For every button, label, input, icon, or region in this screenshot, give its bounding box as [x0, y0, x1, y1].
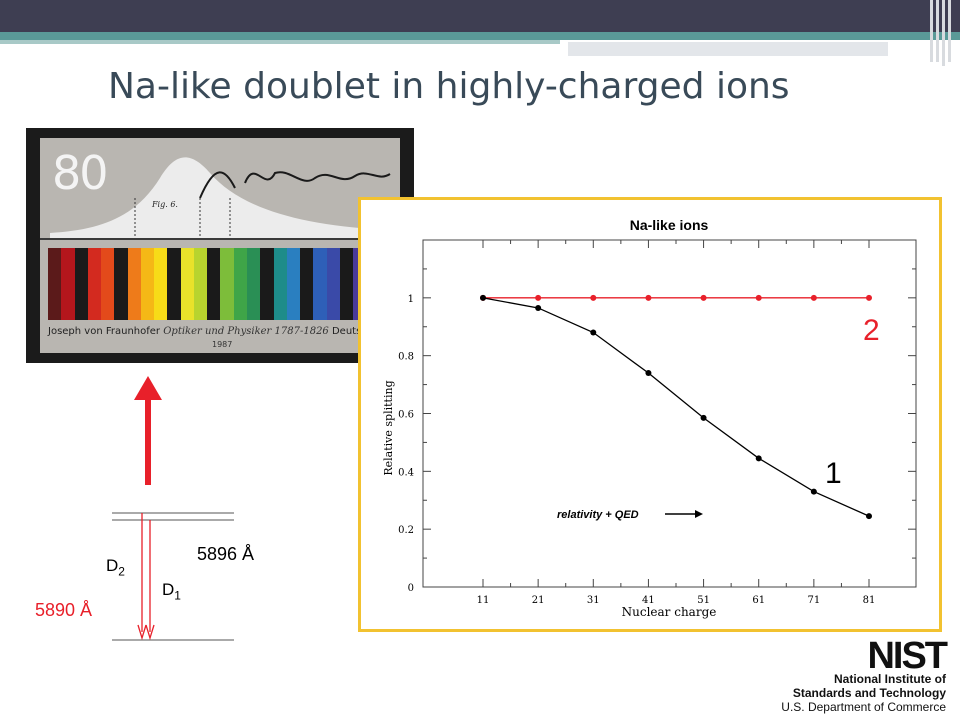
- stamp-caption-role: Optiker und Physiker 1787-1826: [163, 326, 329, 337]
- y-tick-label: 0.4: [398, 467, 414, 478]
- fraunhofer-stamp: 80 Fig. 6. Joseph von Fraunhofer Optiker…: [26, 128, 414, 363]
- light-strip: [568, 42, 888, 56]
- nist-line-2: Standards and Technology: [793, 686, 946, 700]
- y-tick-label: 0.2: [398, 525, 414, 536]
- slide-title: Na-like doublet in highly-charged ions: [108, 66, 790, 107]
- nist-logo: NIST National Institute of Standards and…: [780, 635, 950, 720]
- stamp-fig-label: Fig. 6.: [152, 200, 178, 209]
- y-tick-label: 0.6: [398, 410, 414, 421]
- x-tick-label: 71: [807, 595, 820, 606]
- d2-subscript: 2: [118, 564, 125, 579]
- data-point-series-1: [866, 513, 872, 520]
- plot-frame: [422, 239, 917, 588]
- teal-banner-light: [0, 40, 560, 44]
- decor-line: [948, 0, 951, 62]
- chart-y-label: Relative splitting: [382, 380, 395, 475]
- d2-letter: D: [106, 556, 119, 575]
- data-point-series-2: [645, 294, 652, 301]
- x-tick-label: 41: [642, 595, 655, 606]
- red-up-arrow-head: [134, 376, 162, 400]
- stamp-curve: [50, 157, 391, 238]
- series-line-1: [482, 297, 870, 517]
- series-label-1: 1: [825, 457, 842, 490]
- stamp-face: 80 Fig. 6. Joseph von Fraunhofer Optiker…: [40, 138, 400, 353]
- data-point-series-1: [480, 294, 486, 301]
- nist-line-3: U.S. Department of Commerce: [781, 700, 946, 714]
- decor-line: [930, 0, 933, 62]
- d1-letter: D: [162, 580, 175, 599]
- x-tick-label: 21: [532, 595, 545, 606]
- data-point-series-2: [755, 294, 762, 301]
- chart-title: Na-like ions: [630, 217, 709, 233]
- data-point-series-1: [590, 329, 597, 336]
- data-point-series-1: [535, 304, 542, 311]
- data-point-series-1: [755, 455, 762, 462]
- stamp-value: 80: [52, 146, 109, 200]
- data-point-series-2: [535, 294, 542, 301]
- annotation-relativity-qed: relativity + QED: [557, 509, 639, 521]
- data-point-series-2: [590, 294, 597, 301]
- decor-line: [942, 0, 945, 66]
- d2-label: D2: [106, 556, 125, 578]
- nist-wordmark: NIST National Institute of Standards and…: [781, 635, 950, 714]
- stamp-caption-name: Joseph von Fraunhofer: [48, 326, 161, 337]
- na-like-ions-chart: Na-like ions Nuclear charge Relative spl…: [382, 217, 917, 619]
- teal-banner: [0, 32, 960, 40]
- x-tick-label: 81: [863, 595, 876, 606]
- x-tick-label: 51: [697, 595, 710, 606]
- stamp-spectrum: [48, 248, 393, 320]
- data-point-series-1: [700, 414, 707, 421]
- data-point-series-1: [810, 488, 817, 495]
- data-point-series-2: [700, 294, 707, 301]
- decor-line: [936, 0, 939, 62]
- data-point-series-1: [645, 370, 652, 377]
- y-tick-label: 0: [408, 583, 414, 594]
- d1-label: D1: [162, 580, 181, 602]
- nist-logo-text: NIST: [867, 638, 947, 677]
- x-tick-label: 31: [587, 595, 600, 606]
- wavelength-5896: 5896 Å: [197, 544, 255, 564]
- chart-x-label: Nuclear charge: [622, 605, 717, 619]
- x-tick-label: 61: [752, 595, 765, 606]
- nist-line-1: National Institute of: [834, 672, 947, 686]
- data-point-series-2: [810, 294, 817, 301]
- y-tick-label: 1: [408, 294, 414, 305]
- chart-frame: Na-like ions Nuclear charge Relative spl…: [358, 197, 942, 632]
- d2-arrowhead: [137, 624, 147, 641]
- annotation-arrow-head: [695, 510, 703, 518]
- data-point-series-2: [866, 294, 872, 301]
- series-label-2: 2: [863, 314, 880, 347]
- stamp-year: 1987: [212, 340, 233, 349]
- x-tick-label: 11: [477, 595, 490, 606]
- top-banner: [0, 0, 960, 32]
- d1-arrowhead: [145, 624, 155, 641]
- wavelength-5890: 5890 Å: [35, 600, 93, 620]
- d1-subscript: 1: [174, 588, 181, 603]
- stamp-scale-line: [40, 238, 400, 240]
- y-tick-label: 0.8: [398, 352, 414, 363]
